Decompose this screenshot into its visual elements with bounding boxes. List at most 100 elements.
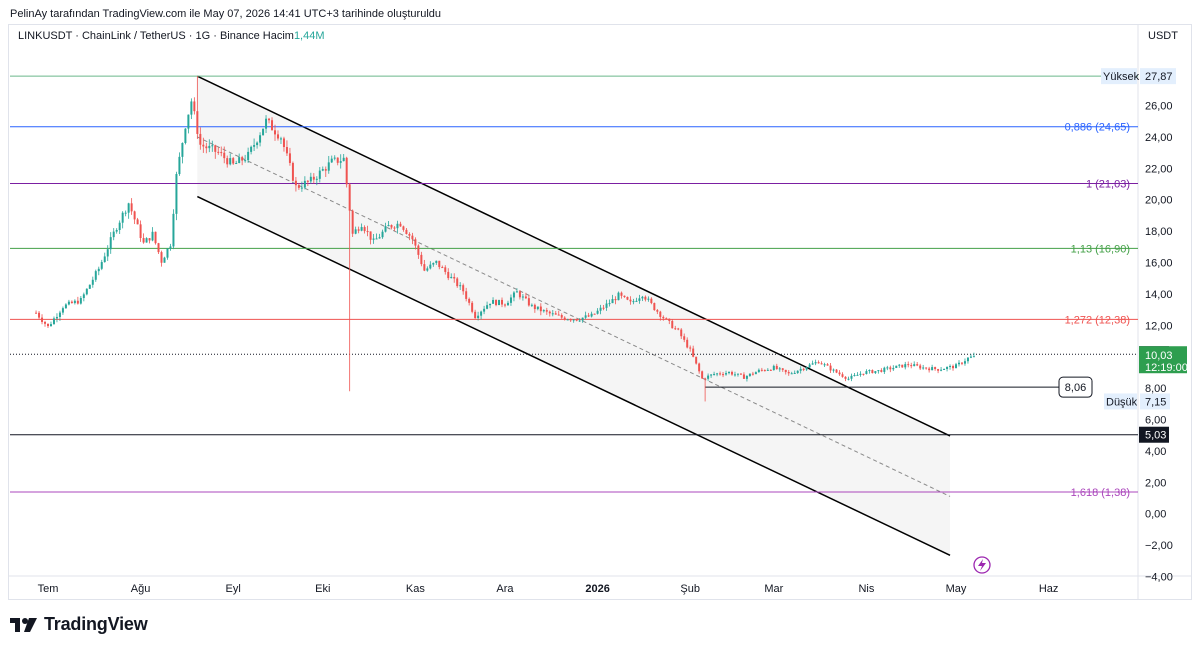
candle-body <box>196 111 199 134</box>
price-axis-tick: 14,00 <box>1145 289 1173 301</box>
price-axis-tick: 4,00 <box>1145 446 1166 458</box>
candle-body <box>820 363 823 365</box>
fib-level-label: 1,618 (1,38) <box>1071 487 1130 499</box>
candle-body <box>533 304 536 310</box>
candle-body <box>279 138 282 140</box>
candle-body <box>136 219 139 225</box>
candle-body <box>241 157 244 161</box>
price-axis-tick: 18,00 <box>1145 226 1173 238</box>
candle-body <box>253 145 256 147</box>
candle-body <box>47 323 49 327</box>
channel-mid-line[interactable] <box>197 136 951 497</box>
candle-body <box>605 303 608 308</box>
candle-body <box>907 364 910 366</box>
candle-body <box>300 187 303 189</box>
candle-body <box>70 301 73 304</box>
candle-body <box>432 262 435 265</box>
candle-body <box>748 373 751 376</box>
candle-body <box>835 369 838 373</box>
candle-body <box>686 339 689 348</box>
candle-body <box>297 185 300 188</box>
candle-body <box>892 367 895 370</box>
candle-body <box>784 369 787 373</box>
candle-body <box>587 315 590 317</box>
lightning-icon-bolt <box>978 559 986 571</box>
lightning-icon[interactable] <box>973 556 991 574</box>
candle-body <box>405 229 408 234</box>
footer-brand[interactable]: TradingView <box>10 614 148 635</box>
candle-body <box>650 298 653 304</box>
candle-body <box>916 364 919 366</box>
time-axis-label: Mar <box>764 583 783 595</box>
candle-body <box>312 176 315 180</box>
candle-body <box>333 157 336 159</box>
candle-body <box>844 376 847 379</box>
candle-body <box>802 368 805 370</box>
candle-body <box>772 365 775 371</box>
candle-body <box>707 375 710 379</box>
candle-body <box>733 374 736 376</box>
candle-body <box>662 316 665 319</box>
candle-body <box>946 367 949 369</box>
candle-body <box>154 231 157 244</box>
candle-body <box>725 373 728 375</box>
high-marker-label: Yüksek <box>1103 71 1140 83</box>
candle-body <box>617 292 620 301</box>
candle-body <box>925 367 928 369</box>
candle-body <box>345 157 348 185</box>
candle-body <box>438 260 441 268</box>
price-axis-tick: 12,00 <box>1145 320 1173 332</box>
price-axis-tick: −2,00 <box>1145 540 1173 552</box>
candle-body <box>498 299 501 306</box>
candle-body <box>49 324 52 327</box>
support-callout-box[interactable] <box>1058 376 1093 398</box>
candle-body <box>919 365 922 369</box>
candle-body <box>817 362 820 364</box>
candle-body <box>468 298 471 303</box>
candle-body <box>369 231 372 240</box>
candle-body <box>274 130 277 135</box>
candle-body <box>103 256 106 263</box>
channel-lower-line[interactable] <box>197 195 951 556</box>
candle-body <box>701 371 704 379</box>
candle-body <box>656 310 659 312</box>
candle-body <box>441 267 444 269</box>
candle-body <box>318 170 321 179</box>
candle-body <box>339 161 342 163</box>
candle-body <box>100 262 103 269</box>
candle-body <box>719 373 722 375</box>
channel-upper-line[interactable] <box>197 75 951 437</box>
candle-body <box>226 158 229 165</box>
chart-frame[interactable] <box>8 24 1192 600</box>
candle-body <box>486 305 489 309</box>
candle-body <box>955 364 958 369</box>
current-price-countdown: 12:19:00 <box>1145 362 1188 374</box>
candle-body <box>934 367 937 370</box>
candle-body <box>596 310 599 314</box>
candle-body <box>145 238 148 243</box>
candle-body <box>542 310 545 312</box>
candle-body <box>943 368 946 370</box>
candle-body <box>199 133 202 145</box>
candle-body <box>922 367 925 369</box>
candle-body <box>148 238 151 241</box>
candle-body <box>88 284 91 289</box>
candle-body <box>766 369 769 371</box>
time-axis-label: Nis <box>858 583 874 595</box>
candle-body <box>560 315 563 318</box>
candle-body <box>614 299 617 301</box>
candle-body <box>444 267 447 272</box>
candle-body <box>578 320 581 322</box>
candle-body <box>790 373 793 375</box>
candle-body <box>163 257 166 263</box>
symbol-legend[interactable]: LINKUSDT · ChainLink / TetherUS · 1G · B… <box>18 30 325 42</box>
candle-body <box>220 152 223 154</box>
volume-label: Hacim <box>262 30 294 42</box>
level-value-badge <box>1139 426 1169 443</box>
candle-body <box>928 368 931 371</box>
candle-body <box>85 288 88 295</box>
chart-attribution: PelinAy tarafından TradingView.com ile M… <box>10 8 441 20</box>
currency-label[interactable]: USDT <box>1148 30 1178 42</box>
candle-body <box>205 146 208 149</box>
